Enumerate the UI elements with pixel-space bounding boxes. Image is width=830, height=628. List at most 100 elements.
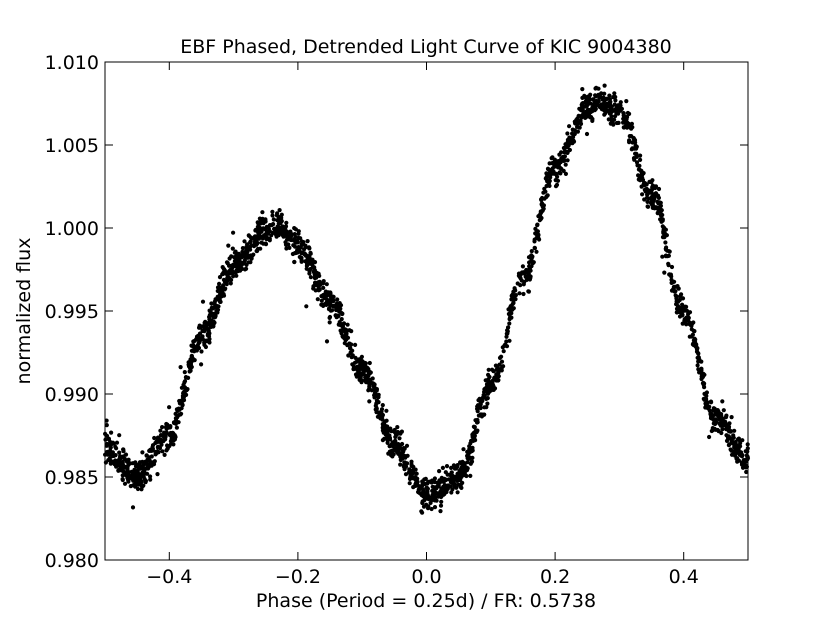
data-point [330,308,335,313]
data-point [593,86,598,91]
data-point [135,486,141,492]
data-point [153,440,158,446]
data-point [420,479,425,484]
data-point [475,406,480,411]
data-point [410,468,415,473]
data-point [120,459,125,464]
data-point [680,296,686,301]
data-point [198,337,203,342]
data-point [640,192,645,197]
data-point [449,470,454,475]
data-point [682,308,687,313]
data-point [578,118,583,123]
data-point [671,284,677,290]
data-point [673,293,678,298]
data-point [607,93,612,98]
data-point [674,302,679,307]
data-point [465,449,470,454]
data-point [521,291,526,297]
data-point [736,458,742,463]
data-point [532,245,537,250]
data-point [565,158,570,163]
data-point [669,264,675,270]
data-point [400,441,405,447]
data-point [602,91,607,96]
data-point [472,425,477,430]
data-point [232,250,237,255]
data-point [624,120,630,125]
data-point [256,229,261,234]
data-point [564,150,569,155]
data-point [404,443,410,448]
data-point [400,450,405,455]
data-point [482,405,487,410]
data-point [304,304,309,309]
data-point [378,416,383,421]
data-point [226,243,231,248]
data-point [532,239,537,244]
data-point [639,173,644,178]
data-point [704,390,710,395]
data-point [721,408,726,413]
data-point [439,486,444,492]
data-point [632,139,637,144]
data-point [396,451,401,456]
data-point [182,389,187,394]
data-point [485,401,490,406]
data-point [558,158,564,163]
data-point [720,399,725,404]
data-point [279,212,284,217]
data-point [324,339,330,344]
data-point [465,466,470,471]
data-point [372,394,377,399]
data-point [695,363,700,368]
data-point [465,456,470,461]
data-point [628,125,633,130]
data-point [254,248,259,254]
data-point [530,260,535,265]
data-point [547,161,552,166]
data-point [214,303,219,309]
data-point [461,447,466,452]
data-point [712,418,717,423]
data-point [261,220,266,225]
data-point [584,131,590,137]
data-point [164,448,169,453]
data-point [729,415,734,420]
data-point [384,408,389,413]
data-point [708,410,713,416]
data-point [645,204,650,209]
data-point [733,449,738,454]
data-point [285,234,290,239]
data-point [181,382,186,387]
data-point [231,274,236,279]
data-point [621,116,626,121]
data-point [152,435,157,441]
data-point [359,366,364,371]
data-point [570,131,575,136]
data-point [422,494,427,499]
data-point [133,484,138,489]
data-point [469,447,474,452]
data-point [271,217,276,222]
data-point [117,433,122,438]
data-point [221,293,227,298]
data-point [191,343,196,348]
data-point [541,206,546,211]
data-point [103,460,108,465]
data-point [623,124,628,129]
data-point [370,376,375,381]
data-point [422,498,427,503]
data-point [486,367,491,372]
data-point [425,506,431,511]
data-point [627,111,632,116]
data-point [164,421,169,427]
data-point [429,506,434,512]
data-point [191,339,196,344]
data-point [151,462,157,467]
data-point [572,119,578,124]
data-point [551,169,556,174]
data-point [693,340,698,345]
data-point [541,203,547,208]
